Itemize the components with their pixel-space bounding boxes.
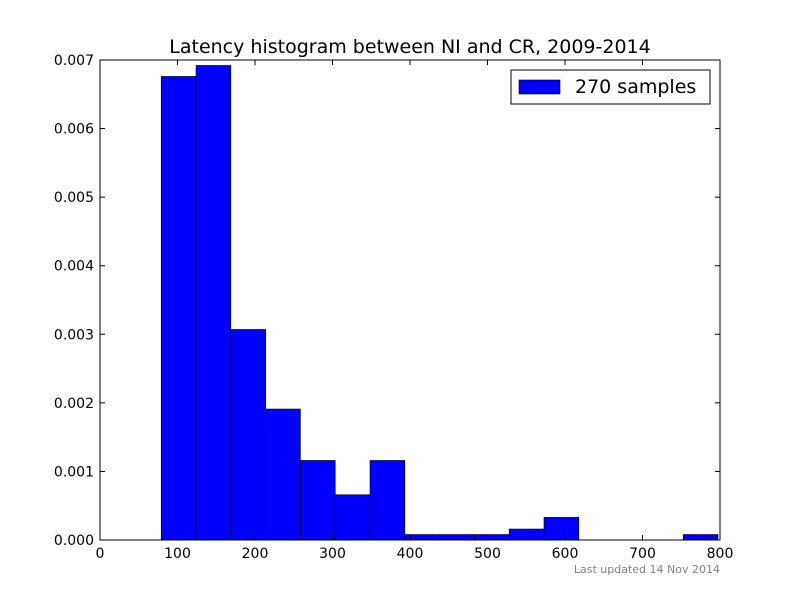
legend-label: 270 samples bbox=[575, 76, 696, 98]
y-tick-label: 0.001 bbox=[54, 464, 94, 480]
histogram-bars bbox=[160, 65, 719, 541]
histogram-bar bbox=[160, 76, 197, 541]
y-tick-label: 0.005 bbox=[54, 190, 94, 206]
last-updated-note: Last updated 14 Nov 2014 bbox=[573, 563, 720, 576]
legend: 270 samples bbox=[510, 69, 711, 105]
chart-title: Latency histogram between NI and CR, 200… bbox=[169, 36, 650, 58]
histogram-bar bbox=[543, 517, 580, 541]
y-tick-label: 0.003 bbox=[54, 327, 94, 343]
histogram-bar bbox=[300, 460, 336, 541]
histogram-bar bbox=[369, 460, 406, 541]
histogram-bar bbox=[474, 534, 510, 541]
x-tick-label: 0 bbox=[96, 546, 105, 562]
y-tick-label: 0.002 bbox=[54, 396, 94, 412]
x-tick-label: 500 bbox=[474, 546, 501, 562]
y-tick-label: 0.007 bbox=[54, 53, 94, 69]
x-tick-label: 200 bbox=[242, 546, 269, 562]
histogram-bar bbox=[682, 534, 719, 541]
y-axis: 0.000 0.001 0.002 0.003 0.004 0.005 0.006 0.007 bbox=[54, 53, 720, 549]
x-axis: 0 100 200 300 400 500 600 700 800 bbox=[96, 60, 734, 562]
y-tick-label: 0.006 bbox=[54, 122, 94, 138]
y-tick-label: 0.004 bbox=[54, 259, 94, 275]
histogram-bar bbox=[230, 329, 266, 541]
x-tick-label: 100 bbox=[164, 546, 191, 562]
y-tick-label: 0.000 bbox=[54, 533, 94, 549]
histogram-bar bbox=[508, 528, 545, 541]
x-tick-label: 600 bbox=[552, 546, 579, 562]
x-tick-label: 800 bbox=[707, 546, 734, 562]
legend-swatch bbox=[518, 79, 561, 95]
histogram-bar bbox=[334, 494, 371, 541]
histogram-bar bbox=[439, 534, 475, 541]
x-tick-label: 300 bbox=[319, 546, 346, 562]
histogram-bar bbox=[265, 408, 301, 541]
x-tick-label: 400 bbox=[397, 546, 424, 562]
x-tick-label: 700 bbox=[629, 546, 656, 562]
histogram-bar bbox=[195, 65, 232, 541]
